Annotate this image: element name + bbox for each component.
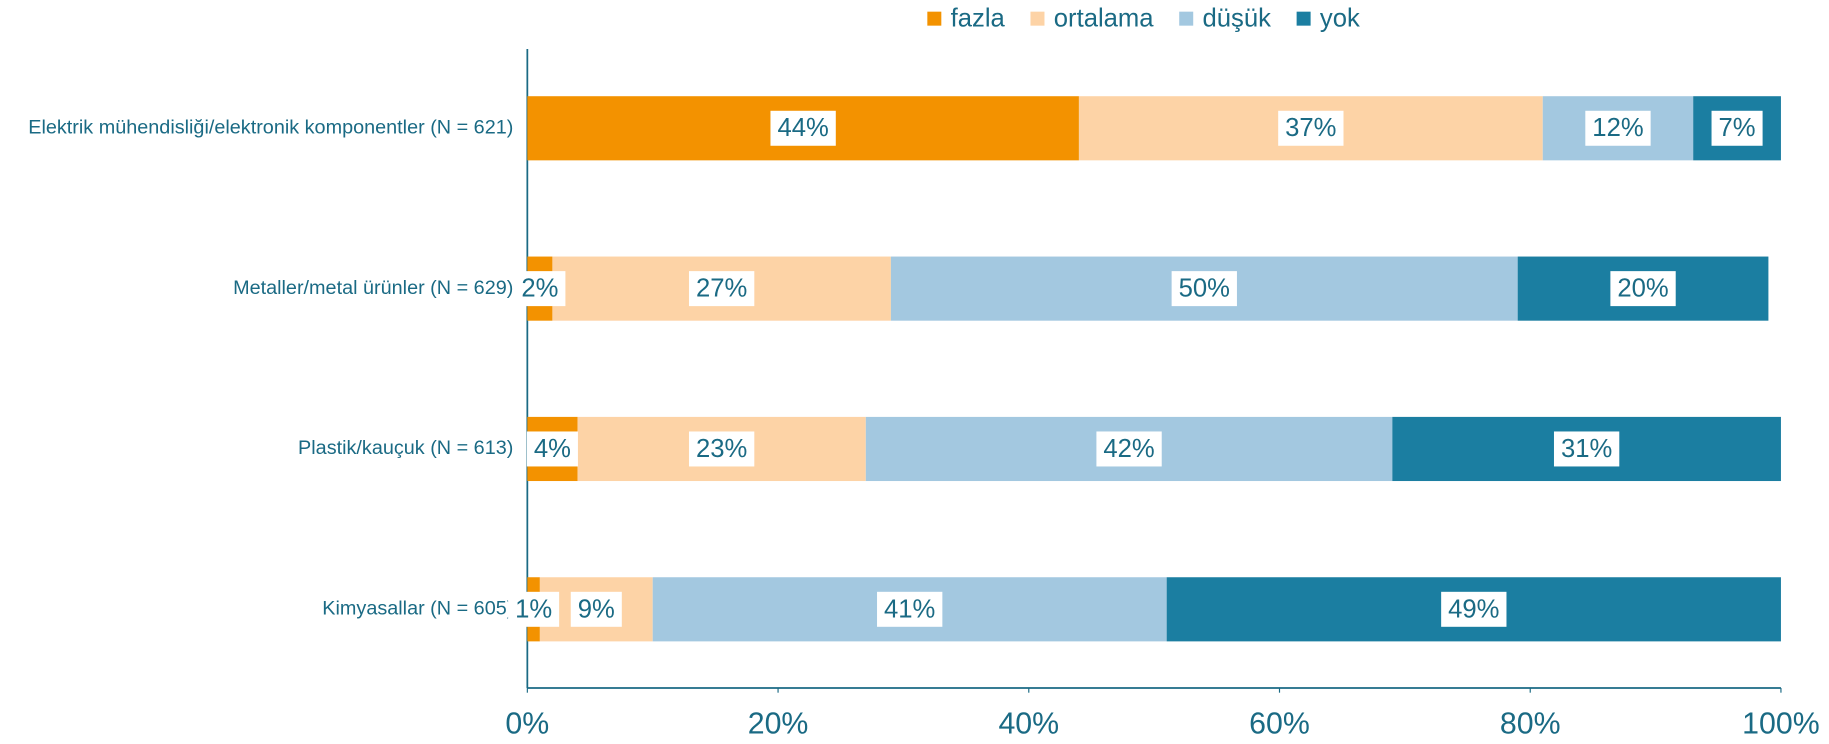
x-tick-label: 20% <box>748 707 809 740</box>
data-label-text: 12% <box>1592 114 1643 142</box>
category-label: Elektrik mühendisliği/elektronik kompone… <box>28 117 513 139</box>
data-label-text: 42% <box>1103 435 1154 463</box>
data-label: 49% <box>1441 591 1507 627</box>
data-label-box <box>1610 271 1676 307</box>
data-label-box <box>688 431 755 467</box>
data-label: 50% <box>1171 271 1237 307</box>
legend-item: fazla <box>927 5 1006 33</box>
data-label: 7% <box>1711 110 1763 146</box>
x-tick-label: 60% <box>1249 707 1310 740</box>
data-label-text: 37% <box>1285 114 1336 142</box>
data-label-text: 7% <box>1719 114 1756 142</box>
data-label-box <box>1441 591 1507 627</box>
data-label-box <box>877 591 943 627</box>
data-label-text: 2% <box>521 275 558 303</box>
legend-item: düşük <box>1179 5 1271 33</box>
legend-swatch <box>1030 11 1045 26</box>
legend-label: yok <box>1320 5 1360 33</box>
legend-swatch <box>1179 11 1194 26</box>
data-label: 20% <box>1610 271 1676 307</box>
data-label-box <box>770 110 836 146</box>
legend-swatch <box>1296 11 1311 26</box>
data-label-text: 4% <box>534 435 571 463</box>
data-label: 23% <box>688 431 755 467</box>
category-label: Plastik/kauçuk (N = 613) <box>298 437 513 459</box>
data-label-text: 41% <box>884 595 935 623</box>
legend-item: ortalama <box>1030 5 1154 33</box>
x-tick-label: 40% <box>998 707 1059 740</box>
data-label-text: 9% <box>578 595 615 623</box>
data-label: 4% <box>526 431 578 467</box>
data-label: 44% <box>770 110 836 146</box>
data-label-text: 20% <box>1617 275 1668 303</box>
legend-label: düşük <box>1203 5 1272 33</box>
x-tick-label: 0% <box>505 707 549 740</box>
data-label: 42% <box>1096 431 1162 467</box>
data-label: 27% <box>688 271 755 307</box>
data-label-text: 44% <box>777 114 828 142</box>
x-tick-label: 100% <box>1742 707 1820 740</box>
data-label-text: 1% <box>515 595 552 623</box>
data-label: 41% <box>877 591 943 627</box>
data-label: 9% <box>570 591 622 627</box>
data-label-text: 27% <box>696 275 747 303</box>
data-label-box <box>1278 110 1344 146</box>
data-label-text: 49% <box>1448 595 1499 623</box>
data-label: 31% <box>1553 431 1620 467</box>
data-label-box <box>1096 431 1162 467</box>
data-label-box <box>514 271 566 307</box>
data-label: 2% <box>514 271 566 307</box>
data-label-box <box>1585 110 1651 146</box>
data-label: 37% <box>1278 110 1344 146</box>
data-label-text: 31% <box>1561 435 1612 463</box>
data-label-box <box>1711 110 1763 146</box>
data-label-box <box>688 271 755 307</box>
data-label: 1% <box>508 591 560 627</box>
data-label-text: 23% <box>696 435 747 463</box>
category-label: Kimyasallar (N = 605) <box>322 598 513 620</box>
data-label-box <box>1553 431 1620 467</box>
x-tick-label: 80% <box>1500 707 1561 740</box>
legend-swatch <box>927 11 942 26</box>
legend-label: fazla <box>951 5 1006 33</box>
data-label-text: 50% <box>1179 275 1230 303</box>
legend-label: ortalama <box>1054 5 1154 33</box>
data-label-box <box>1171 271 1237 307</box>
data-label-box <box>526 431 578 467</box>
legend-item: yok <box>1296 5 1360 33</box>
data-label: 12% <box>1585 110 1651 146</box>
data-label-box <box>508 591 560 627</box>
category-label: Metaller/metal ürünler (N = 629) <box>233 277 513 299</box>
data-label-box <box>570 591 622 627</box>
